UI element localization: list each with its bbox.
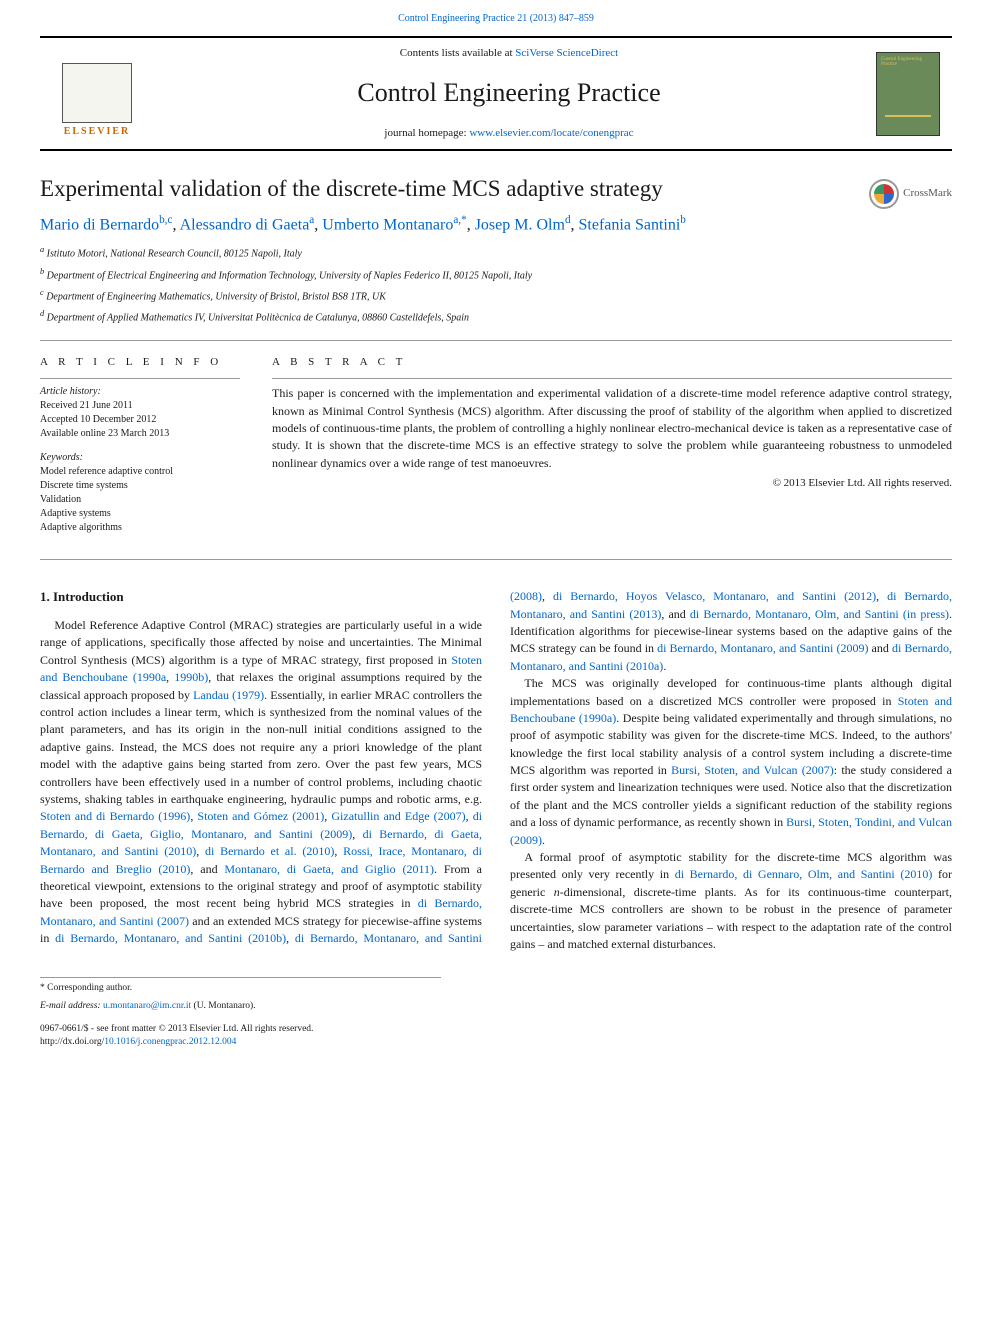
aff-sup: d: [40, 309, 44, 318]
corresponding-note: * Corresponding author.: [40, 982, 441, 995]
crossmark-badge[interactable]: CrossMark: [869, 179, 952, 209]
cite-link[interactable]: Landau (1979): [193, 688, 264, 702]
journal-header: ELSEVIER Contents lists available at Sci…: [40, 36, 952, 151]
affiliation-b: b Department of Electrical Engineering a…: [40, 266, 952, 283]
email-link[interactable]: u.montanaro@im.cnr.it: [103, 1001, 191, 1011]
author-2[interactable]: Alessandro di Gaeta: [180, 216, 310, 233]
cite-link[interactable]: di Bernardo et al. (2010): [205, 844, 334, 858]
keyword: Discrete time systems: [40, 480, 128, 491]
header-center: Contents lists available at SciVerse Sci…: [142, 46, 876, 141]
journal-cover-label: Control Engineering Practice: [881, 57, 935, 68]
affiliation-c: c Department of Engineering Mathematics,…: [40, 287, 952, 304]
journal-name: Control Engineering Practice: [142, 75, 876, 111]
keyword: Model reference adaptive control: [40, 466, 173, 477]
body-columns: 1. Introduction Model Reference Adaptive…: [40, 588, 952, 953]
author-1-aff: b,c: [159, 214, 172, 226]
intro-para-3: A formal proof of asymptotic stability f…: [510, 849, 952, 953]
abstract-text: This paper is concerned with the impleme…: [272, 378, 952, 472]
cite-link[interactable]: di Bernardo, Montanaro, Olm, and Santini…: [690, 607, 949, 621]
divider: [40, 559, 952, 560]
elsevier-tree-icon: [62, 63, 132, 123]
cite-link[interactable]: Gizatullin and Edge (2007): [331, 809, 465, 823]
author-4-aff: d: [565, 214, 571, 226]
sciencedirect-link[interactable]: SciVerse ScienceDirect: [515, 47, 618, 59]
aff-sup: b: [40, 267, 44, 276]
cite-link[interactable]: Stoten and di Bernardo (1996): [40, 809, 190, 823]
abstract-col: A B S T R A C T This paper is concerned …: [272, 355, 952, 545]
aff-text: Department of Applied Mathematics IV, Un…: [47, 313, 469, 324]
aff-text: Department of Electrical Engineering and…: [47, 270, 532, 281]
page-footer: * Corresponding author. E-mail address: …: [40, 977, 441, 1049]
cite-link[interactable]: di Bernardo, Montanaro, and Santini (200…: [657, 641, 868, 655]
contents-prefix: Contents lists available at: [400, 47, 515, 59]
cite-link[interactable]: Bursi, Stoten, and Vulcan (2007): [671, 763, 834, 777]
history-heading: Article history:: [40, 386, 101, 397]
homepage-prefix: journal homepage:: [384, 127, 469, 139]
author-3-aff: a,: [453, 214, 461, 226]
running-head: Control Engineering Practice 21 (2013) 8…: [0, 0, 992, 30]
affiliation-d: d Department of Applied Mathematics IV, …: [40, 308, 952, 325]
article-info-col: A R T I C L E I N F O Article history: R…: [40, 355, 240, 545]
corresponding-star: *: [461, 214, 467, 226]
affiliations: a Istituto Motori, National Research Cou…: [40, 244, 952, 325]
aff-sup: a: [40, 245, 44, 254]
author-5[interactable]: Stefania Santini: [579, 216, 681, 233]
author-5-aff: b: [680, 214, 686, 226]
cite-link[interactable]: Stoten and Gómez (2001): [197, 809, 324, 823]
aff-text: Istituto Motori, National Research Counc…: [47, 249, 302, 260]
crossmark-icon: [869, 179, 899, 209]
elsevier-logo: ELSEVIER: [52, 49, 142, 139]
journal-cover-icon: Control Engineering Practice: [876, 52, 940, 136]
article-history: Article history: Received 21 June 2011 A…: [40, 378, 240, 441]
article-main: Experimental validation of the discrete-…: [0, 151, 992, 1079]
author-4[interactable]: Josep M. Olm: [475, 216, 565, 233]
history-line: Accepted 10 December 2012: [40, 414, 156, 425]
keyword: Adaptive systems: [40, 508, 111, 519]
abstract-label: A B S T R A C T: [272, 355, 952, 370]
email-label: E-mail address:: [40, 1001, 103, 1011]
cite-link[interactable]: di Bernardo, di Gennaro, Olm, and Santin…: [675, 867, 933, 881]
doi-link[interactable]: 10.1016/j.conengprac.2012.12.004: [104, 1037, 236, 1047]
article-info-label: A R T I C L E I N F O: [40, 355, 240, 370]
doi-line: http://dx.doi.org/10.1016/j.conengprac.2…: [40, 1036, 441, 1049]
author-1[interactable]: Mario di Bernardo: [40, 216, 159, 233]
affiliation-a: a Istituto Motori, National Research Cou…: [40, 244, 952, 261]
issn-line: 0967-0661/$ - see front matter © 2013 El…: [40, 1023, 441, 1036]
section-heading-intro: 1. Introduction: [40, 588, 482, 607]
crossmark-label: CrossMark: [903, 186, 952, 201]
cite-link[interactable]: 1990b): [174, 670, 208, 684]
keyword: Adaptive algorithms: [40, 522, 122, 533]
homepage-link[interactable]: www.elsevier.com/locate/conengprac: [469, 127, 633, 139]
author-3[interactable]: Umberto Montanaro: [322, 216, 453, 233]
intro-para-2: The MCS was originally developed for con…: [510, 675, 952, 849]
cite-link[interactable]: di Bernardo, Hoyos Velasco, Montanaro, a…: [553, 589, 876, 603]
email-line: E-mail address: u.montanaro@im.cnr.it (U…: [40, 1000, 441, 1013]
history-line: Received 21 June 2011: [40, 400, 133, 411]
authors-line: Mario di Bernardob,c, Alessandro di Gaet…: [40, 213, 952, 237]
cite-link[interactable]: di Bernardo, Montanaro, and Santini (201…: [55, 931, 286, 945]
cite-link[interactable]: Montanaro, di Gaeta, and Giglio (2011): [224, 862, 434, 876]
homepage-line: journal homepage: www.elsevier.com/locat…: [142, 126, 876, 141]
history-line: Available online 23 March 2013: [40, 428, 169, 439]
running-head-link[interactable]: Control Engineering Practice 21 (2013) 8…: [398, 13, 594, 24]
aff-text: Department of Engineering Mathematics, U…: [46, 291, 386, 302]
keyword: Validation: [40, 494, 81, 505]
doi-prefix: http://dx.doi.org/: [40, 1037, 104, 1047]
divider: [40, 340, 952, 341]
contents-line: Contents lists available at SciVerse Sci…: [142, 46, 876, 61]
aff-sup: c: [40, 288, 44, 297]
article-title: Experimental validation of the discrete-…: [40, 175, 869, 203]
elsevier-label: ELSEVIER: [64, 125, 131, 139]
info-abstract-row: A R T I C L E I N F O Article history: R…: [40, 355, 952, 545]
author-2-aff: a: [309, 214, 314, 226]
keywords-block: Keywords: Model reference adaptive contr…: [40, 451, 240, 535]
email-who: (U. Montanaro).: [191, 1001, 255, 1011]
abstract-copyright: © 2013 Elsevier Ltd. All rights reserved…: [272, 476, 952, 491]
keywords-heading: Keywords:: [40, 452, 83, 463]
